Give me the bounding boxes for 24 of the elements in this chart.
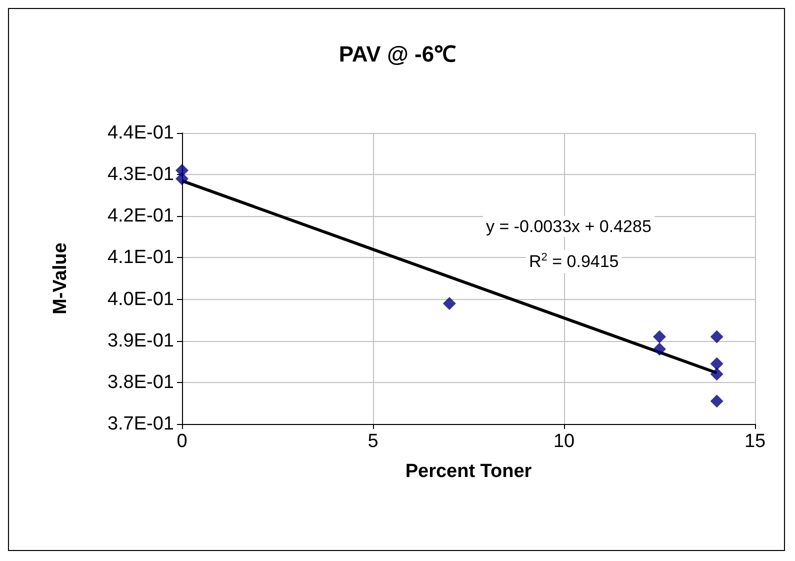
annotation: y = -0.0033x + 0.4285 — [486, 217, 652, 236]
x-tick-label: 15 — [744, 431, 766, 452]
y-tick-label: 4.0E-01 — [107, 288, 174, 310]
point — [653, 330, 666, 344]
y-tick-label: 3.9E-01 — [107, 330, 174, 352]
y-tick-label: 4.2E-01 — [107, 206, 174, 227]
point — [710, 368, 724, 381]
y-tick-label: 4.4E-01 — [107, 122, 174, 144]
chart-title: PAV @ -6℃ — [338, 42, 456, 66]
point — [442, 296, 456, 310]
point — [710, 394, 724, 408]
y-tick-label: 4.1E-01 — [107, 247, 174, 268]
y-tick-label: 3.7E-01 — [107, 414, 174, 434]
x-tick-label: 0 — [176, 431, 188, 452]
y-tick-label: 4.3E-01 — [107, 164, 174, 186]
x-tick-label: 5 — [368, 431, 378, 452]
point — [176, 172, 188, 186]
point — [710, 330, 724, 344]
x-tick-label: 10 — [553, 431, 575, 452]
x-axis-title: Percent Toner — [405, 461, 532, 482]
point — [710, 357, 724, 370]
y-tick-label: 3.8E-01 — [107, 372, 174, 393]
point — [653, 342, 666, 356]
y-axis-title: M-Value — [50, 242, 71, 314]
